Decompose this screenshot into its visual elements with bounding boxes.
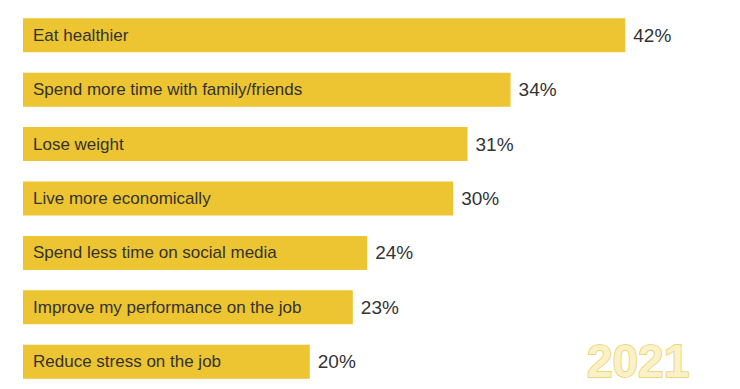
svg-text:Live more economically: Live more economically bbox=[33, 189, 211, 208]
svg-text:Eat healthier: Eat healthier bbox=[33, 26, 129, 45]
svg-text:23%: 23% bbox=[361, 297, 399, 318]
svg-text:42%: 42% bbox=[633, 25, 671, 46]
svg-text:20%: 20% bbox=[318, 351, 356, 372]
svg-text:Lose weight: Lose weight bbox=[33, 135, 124, 154]
svg-text:34%: 34% bbox=[519, 79, 557, 100]
svg-text:31%: 31% bbox=[476, 134, 514, 155]
svg-text:24%: 24% bbox=[375, 242, 413, 263]
svg-text:Reduce stress on the job: Reduce stress on the job bbox=[33, 352, 221, 371]
svg-text:Improve my performance on the: Improve my performance on the job bbox=[33, 298, 301, 317]
svg-text:30%: 30% bbox=[461, 188, 499, 209]
svg-text:2021: 2021 bbox=[587, 335, 689, 387]
svg-text:Spend less time on social medi: Spend less time on social media bbox=[33, 243, 277, 262]
svg-text:Spend more time with family/fr: Spend more time with family/friends bbox=[33, 80, 302, 99]
